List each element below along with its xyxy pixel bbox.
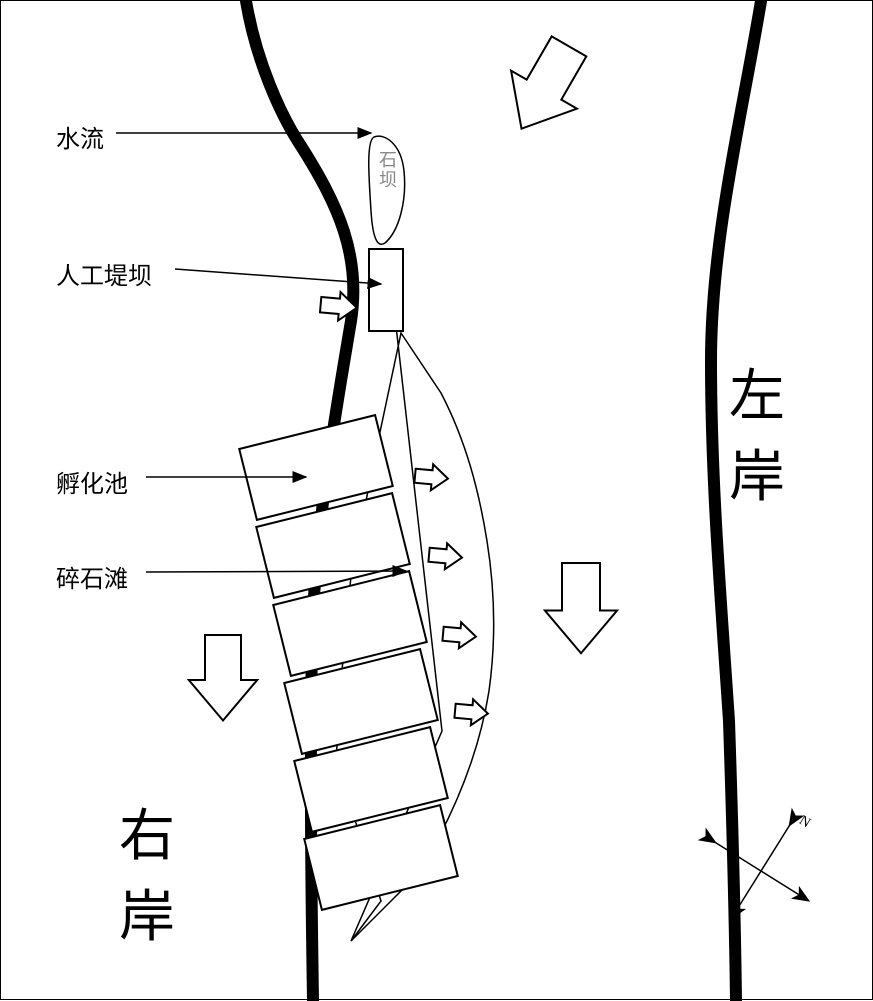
char: 右 bbox=[119, 806, 175, 868]
label-water-flow: 水流 bbox=[56, 119, 104, 154]
label-right-bank: 右岸 bbox=[119, 791, 175, 953]
char: 岸 bbox=[729, 447, 785, 509]
diagram-container: N 水流 人工堤坝 孵化池 碎石滩 左岸 右岸 石坝 bbox=[1, 1, 872, 999]
label-left-bank: 左岸 bbox=[729, 351, 785, 513]
svg-text:N: N bbox=[796, 813, 813, 831]
char: 左 bbox=[729, 366, 785, 428]
label-gravel-beach: 碎石滩 bbox=[56, 559, 128, 594]
label-hatching-pool: 孵化池 bbox=[56, 464, 128, 499]
label-artificial-dam: 人工堤坝 bbox=[56, 256, 152, 291]
char: 岸 bbox=[119, 887, 175, 949]
label-stone-dam: 石坝 bbox=[379, 151, 397, 191]
